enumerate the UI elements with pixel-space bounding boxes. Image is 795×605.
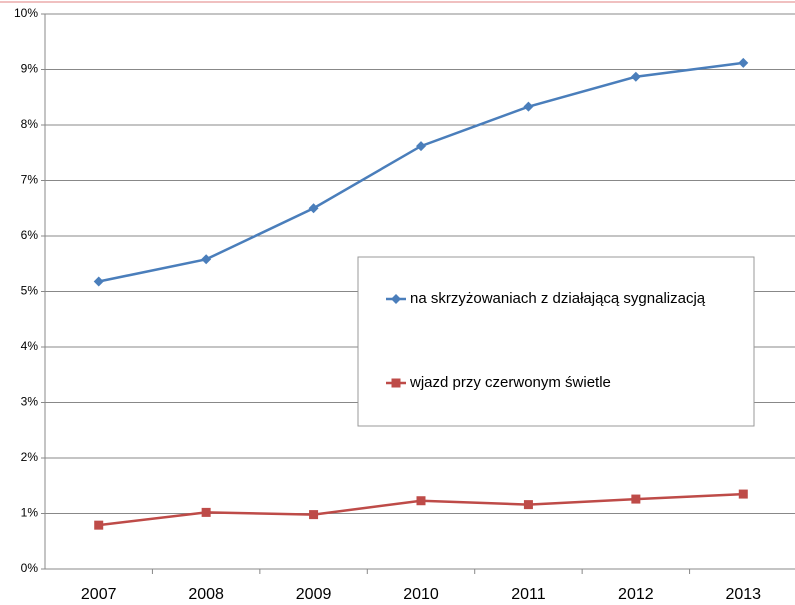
marker <box>523 101 534 112</box>
marker <box>201 507 211 517</box>
marker <box>738 57 749 68</box>
x-tick-label: 2011 <box>511 586 546 603</box>
marker <box>391 378 401 388</box>
marker <box>738 489 748 499</box>
marker <box>523 500 533 510</box>
marker <box>391 294 401 304</box>
legend-label: na skrzyżowaniach z działającą sygnaliza… <box>410 290 706 307</box>
legend-box <box>357 256 755 427</box>
y-tick-label: 7% <box>21 173 39 187</box>
y-tick-label: 6% <box>21 228 39 242</box>
x-tick-label: 2012 <box>618 586 654 603</box>
x-tick-label: 2013 <box>725 586 761 603</box>
marker <box>94 520 104 530</box>
marker <box>309 510 319 520</box>
series-line <box>98 61 744 283</box>
y-tick-label: 5% <box>21 284 39 298</box>
y-tick-label: 1% <box>21 506 39 520</box>
x-tick-label: 2007 <box>81 586 117 603</box>
legend-label: wjazd przy czerwonym świetle <box>409 374 611 391</box>
y-tick-label: 4% <box>21 339 39 353</box>
x-tick-label: 2008 <box>188 586 224 603</box>
x-tick-label: 2009 <box>296 586 332 603</box>
y-tick-label: 0% <box>21 561 39 575</box>
marker <box>416 141 426 152</box>
y-tick-label: 9% <box>21 62 39 76</box>
y-tick-label: 8% <box>21 117 39 131</box>
marker <box>630 71 641 82</box>
y-tick-label: 10% <box>14 6 38 20</box>
marker <box>201 254 212 265</box>
marker <box>631 494 641 504</box>
x-tick-label: 2010 <box>403 586 439 603</box>
y-tick-label: 3% <box>21 395 39 409</box>
marker <box>93 276 104 287</box>
y-tick-label: 2% <box>21 450 39 464</box>
marker <box>416 496 426 506</box>
marker <box>308 203 319 214</box>
